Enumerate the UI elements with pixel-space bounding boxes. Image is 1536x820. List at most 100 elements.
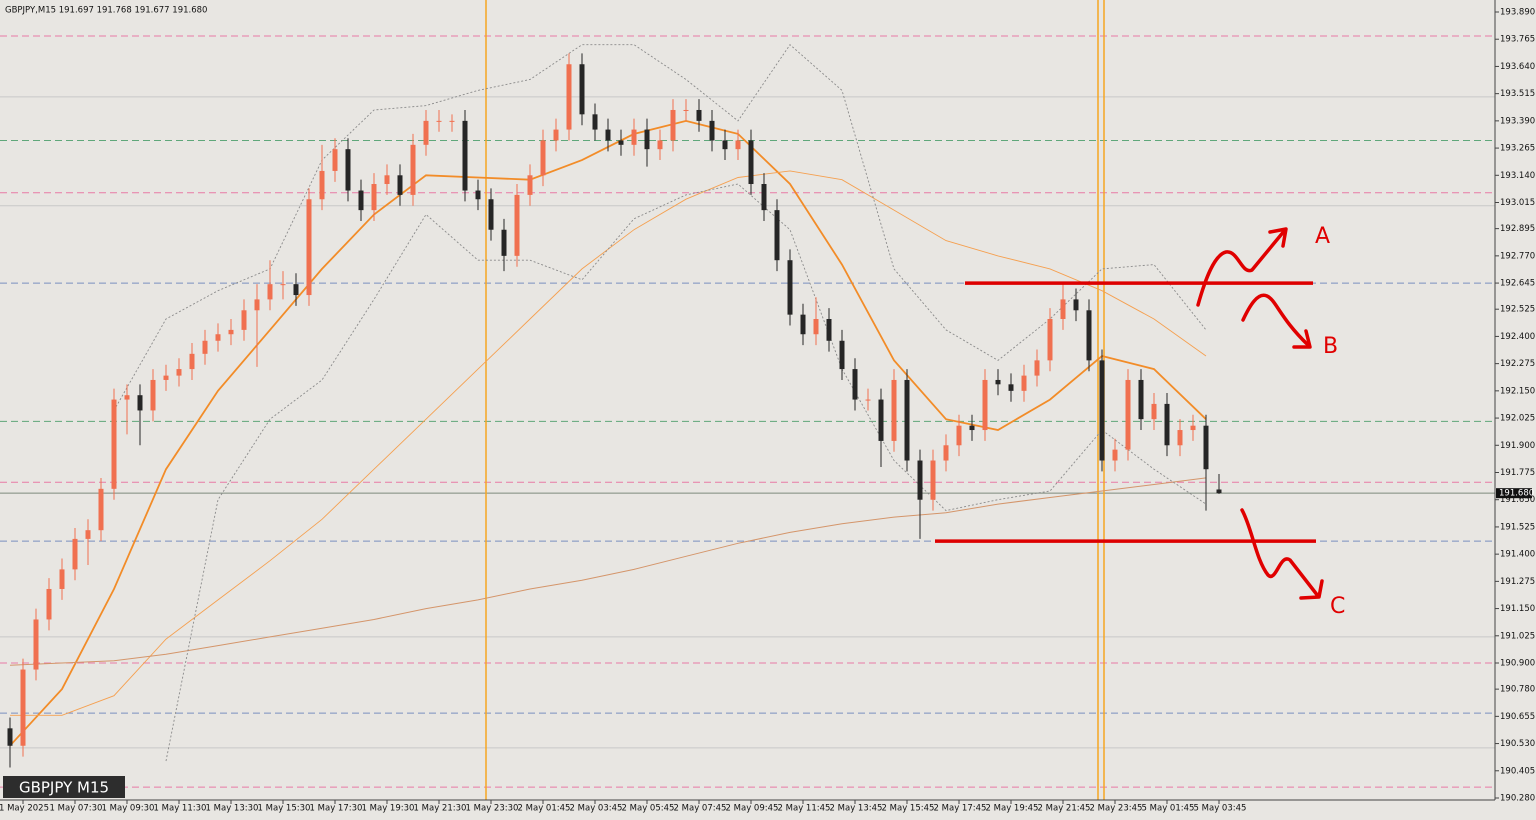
x-tick-label: 2 May 19:45	[986, 804, 1039, 814]
candle-body	[1021, 375, 1027, 391]
candle-body	[657, 140, 663, 150]
candle-body	[462, 120, 468, 191]
candle-body	[59, 569, 65, 589]
candle-body	[735, 140, 741, 150]
candle-body	[1216, 489, 1222, 494]
candle-body	[930, 460, 936, 500]
candle-body	[1060, 299, 1066, 319]
candle-body	[917, 460, 923, 500]
x-tick-label: 1 May 2025	[0, 804, 49, 814]
candle-body	[1138, 379, 1144, 420]
candle-body	[7, 728, 13, 746]
y-tick-label: 193.265	[1500, 144, 1535, 154]
x-tick-label: 1 May 23:30	[466, 804, 519, 814]
candle-body	[72, 538, 78, 570]
candle-body	[748, 140, 754, 185]
y-tick-label: 192.150	[1500, 386, 1535, 396]
candle-body	[332, 149, 338, 171]
candle-body	[33, 619, 39, 670]
x-tick-label: 2 May 15:45	[882, 804, 935, 814]
candle-body	[397, 175, 403, 195]
candle-body	[150, 379, 156, 411]
x-tick-label: 1 May 11:30	[154, 804, 207, 814]
candle-body	[878, 399, 884, 441]
candle-body	[163, 375, 169, 380]
arrow-a	[1196, 228, 1287, 307]
candle-body	[280, 284, 286, 286]
annotation: C	[1330, 594, 1345, 619]
x-tick-label: 2 May 11:45	[778, 804, 831, 814]
candle-body	[20, 669, 26, 746]
x-tick-label: 2 May 05:45	[622, 804, 675, 814]
candle-body	[85, 530, 91, 539]
candle-body	[241, 310, 247, 330]
x-tick-label: 1 May 13:30	[206, 804, 259, 814]
candle-body	[293, 284, 299, 296]
indicator-line	[113, 44, 1207, 411]
chart-title: GBPJPY,M15 191.697 191.768 191.677 191.6…	[5, 6, 207, 16]
candle-body	[137, 395, 143, 411]
candle-body	[1151, 403, 1157, 420]
candle-body	[501, 229, 507, 256]
candle-body	[982, 379, 988, 431]
y-tick-label: 192.525	[1500, 305, 1535, 315]
x-tick-label: 2 May 17:45	[934, 804, 987, 814]
y-tick-label: 193.765	[1500, 35, 1535, 45]
candle-body	[670, 109, 676, 141]
x-tick-label: 2 May 07:45	[674, 804, 727, 814]
y-tick-label: 193.515	[1500, 89, 1535, 99]
y-tick-label: 191.025	[1500, 631, 1535, 641]
candle-body	[644, 129, 650, 150]
candles	[7, 53, 1222, 768]
candle-body	[904, 379, 910, 461]
x-tick-label: 5 May 03:45	[1194, 804, 1247, 814]
candle-body	[98, 488, 104, 531]
candle-body	[852, 369, 858, 400]
candle-body	[1034, 360, 1040, 376]
candle-body	[943, 445, 949, 461]
candle-body	[865, 399, 871, 401]
y-tick-label: 192.275	[1500, 359, 1535, 369]
y-tick-label: 192.400	[1500, 332, 1535, 342]
candle-body	[553, 129, 559, 141]
price-box	[1496, 488, 1532, 499]
candle-body	[124, 395, 130, 400]
candle-body	[436, 120, 442, 122]
candle-body	[891, 379, 897, 441]
y-tick-label: 193.640	[1500, 62, 1535, 72]
y-tick-label: 192.770	[1500, 251, 1535, 261]
candle-body	[813, 318, 819, 335]
symbol-box	[3, 776, 125, 798]
y-tick-label: 193.890	[1500, 8, 1535, 18]
y-tick-label: 192.645	[1500, 279, 1535, 289]
x-tick-label: 2 May 09:45	[726, 804, 779, 814]
candle-body	[579, 64, 585, 115]
candle-body	[228, 329, 234, 335]
candle-body	[189, 353, 195, 370]
candle-body	[696, 109, 702, 121]
y-tick-label: 192.025	[1500, 414, 1535, 424]
candle-body	[826, 318, 832, 341]
candle-body	[306, 199, 312, 296]
y-tick-label: 191.400	[1500, 550, 1535, 560]
x-tick-label: 1 May 15:30	[258, 804, 311, 814]
symbol-label: GBPJPY M15	[19, 779, 109, 797]
candle-body	[1177, 430, 1183, 446]
candle-body	[761, 184, 767, 211]
scenario-arrows	[1196, 227, 1324, 600]
candle-body	[1008, 384, 1014, 391]
candle-body	[722, 140, 728, 150]
candle-body	[319, 170, 325, 200]
x-tick-label: 2 May 01:45	[518, 804, 571, 814]
candle-body	[683, 109, 689, 111]
candle-body	[1047, 318, 1053, 361]
candle-body	[774, 210, 780, 261]
y-tick-label: 190.900	[1500, 659, 1535, 669]
candle-body	[111, 399, 117, 489]
price-label: 191.680	[1499, 489, 1534, 499]
candle-body	[1203, 425, 1209, 470]
annotation: B	[1323, 334, 1338, 359]
candle-body	[839, 340, 845, 370]
